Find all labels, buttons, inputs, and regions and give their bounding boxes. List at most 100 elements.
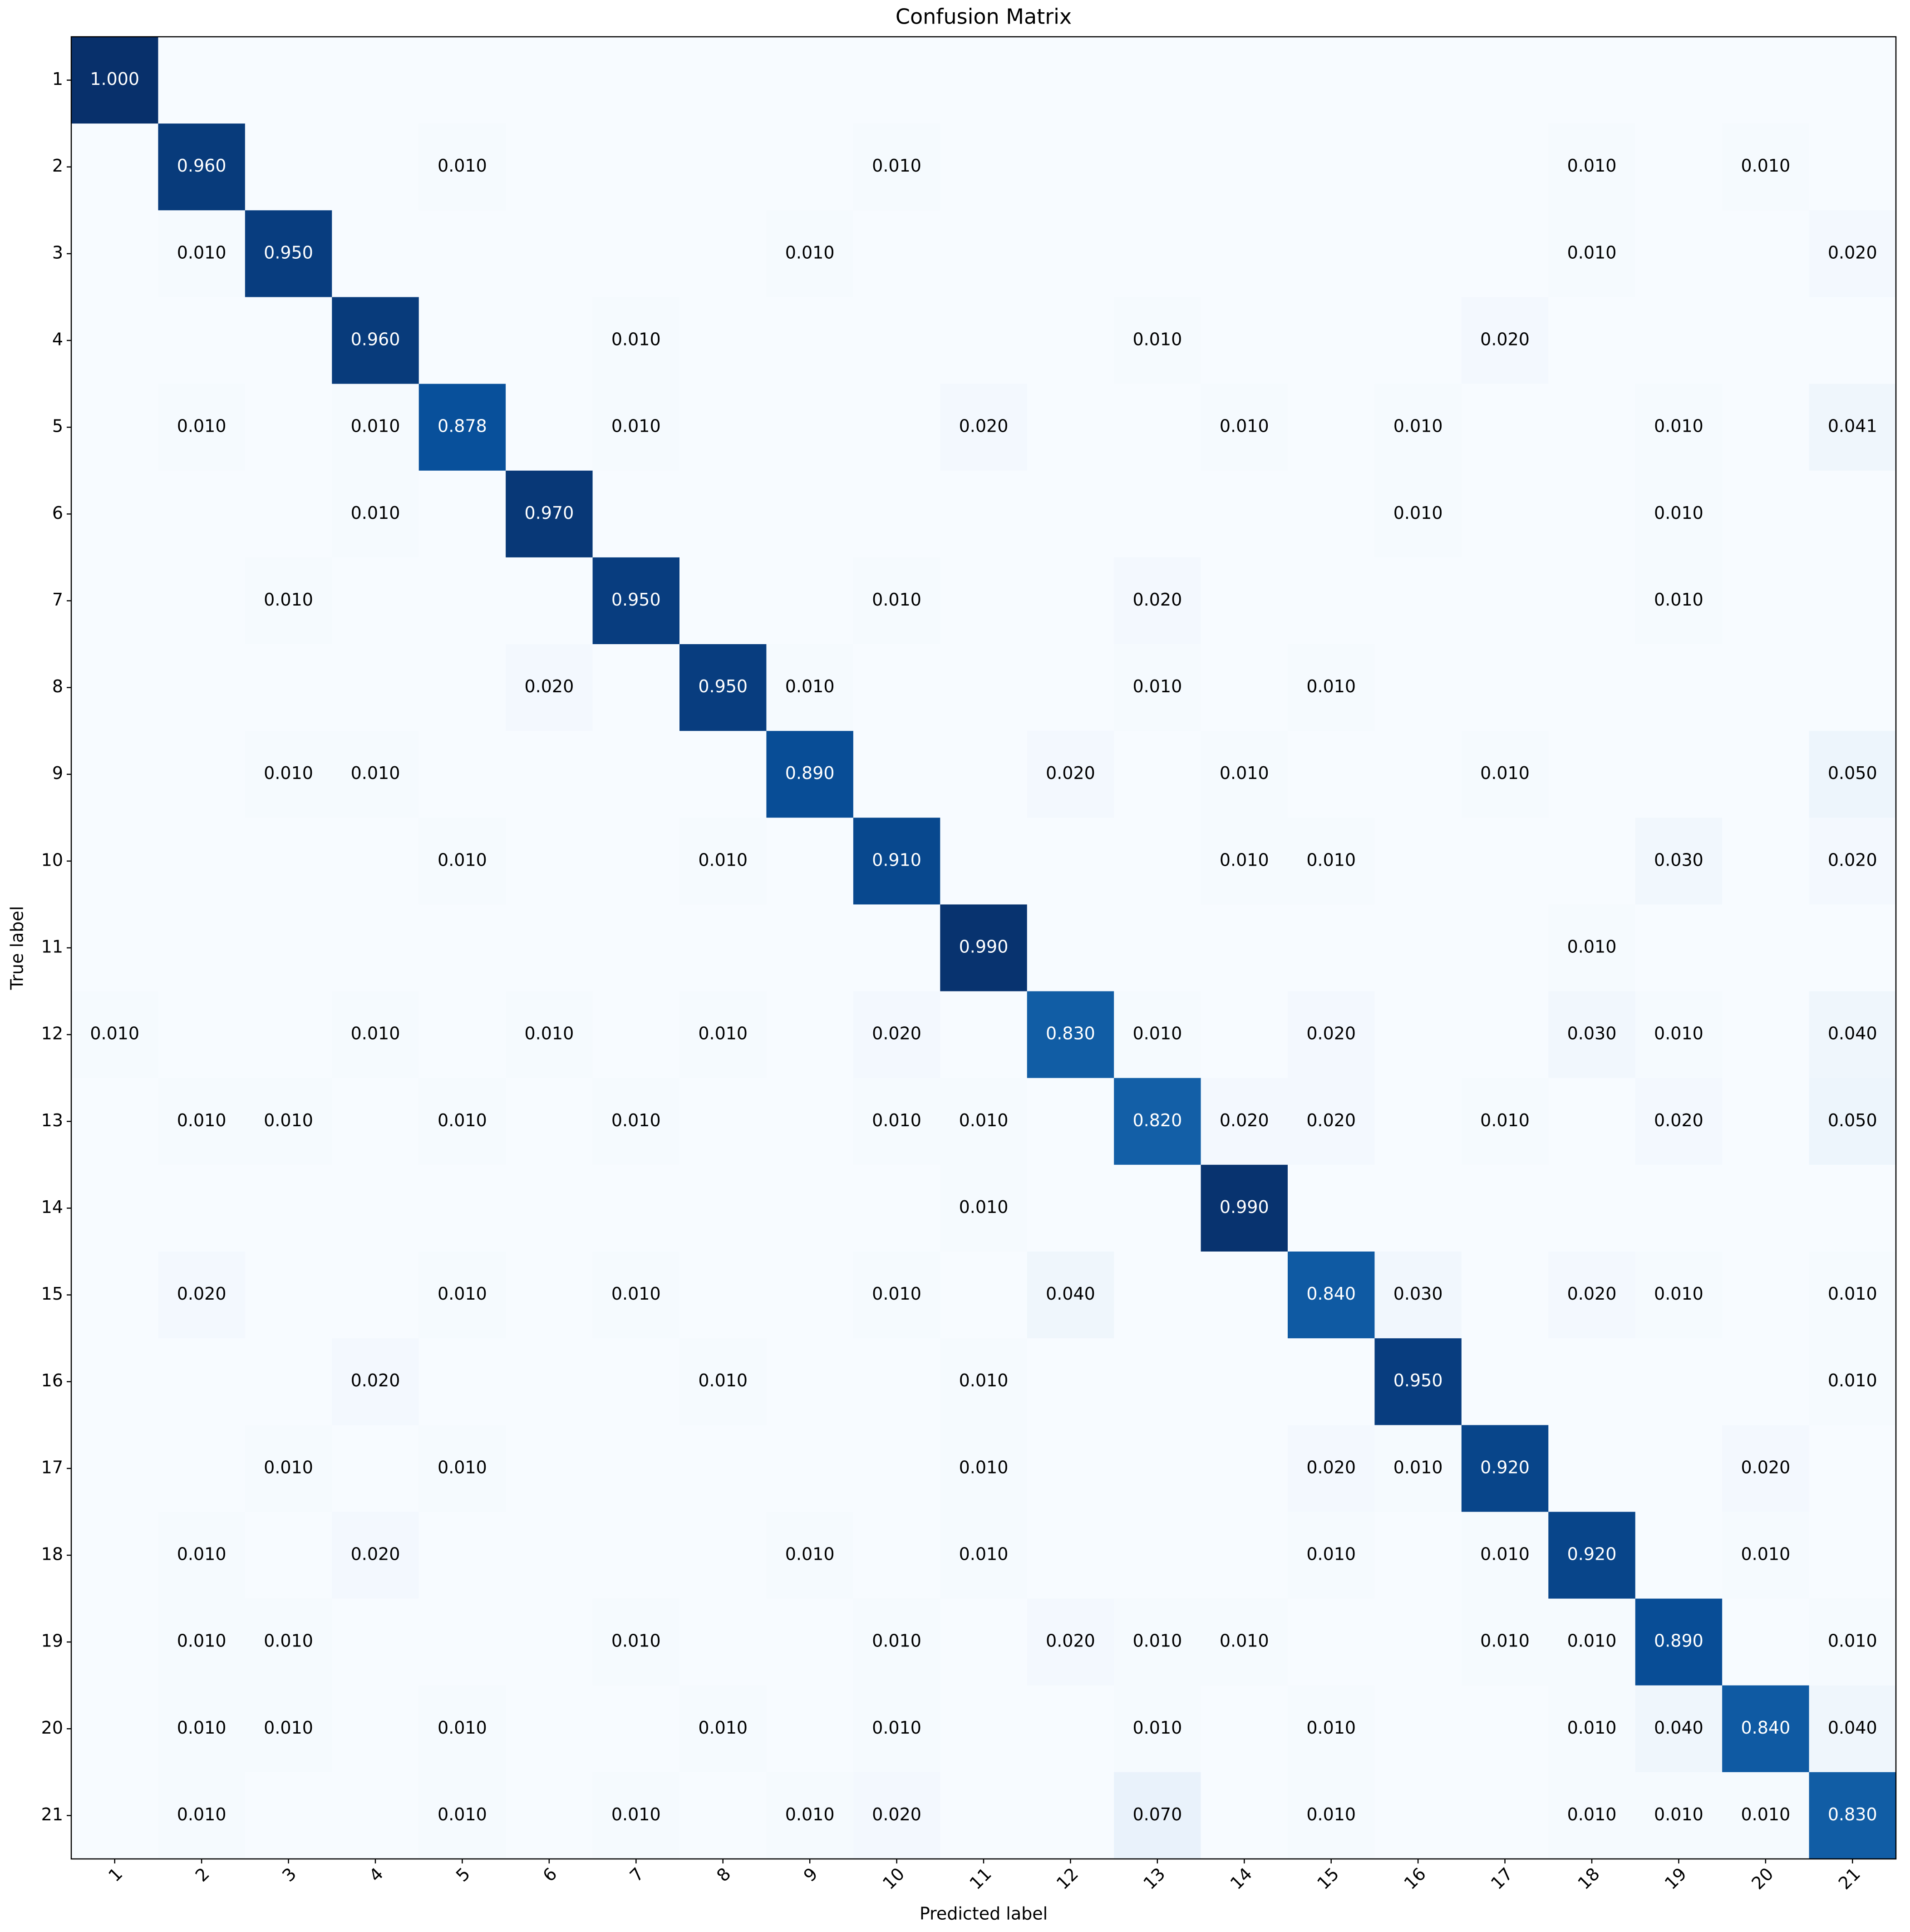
cell: [1635, 991, 1723, 1079]
cell: [245, 1338, 332, 1425]
cell-label: 0.020: [1132, 590, 1182, 610]
cell: [1114, 470, 1201, 558]
cell: [332, 731, 419, 818]
cell: [1722, 123, 1810, 211]
cell-label: 0.010: [785, 1804, 835, 1824]
y-tick-label: 7: [52, 590, 63, 610]
cell: [679, 991, 767, 1079]
cell-label: 0.010: [611, 1284, 661, 1304]
cell-label: 0.820: [1132, 1110, 1182, 1130]
cell: [158, 731, 246, 818]
cell: [158, 1685, 246, 1773]
cell-label: 0.050: [1828, 763, 1877, 783]
cell: [1809, 557, 1896, 645]
cell: [506, 731, 593, 818]
cell: [506, 1598, 593, 1686]
cell: [71, 123, 158, 211]
cell: [245, 470, 332, 558]
cell: [679, 37, 767, 124]
cell-label: 0.890: [785, 763, 835, 783]
cell: [1114, 1772, 1201, 1859]
cell: [1027, 557, 1114, 645]
cell: [1288, 123, 1375, 211]
cell: [1027, 1252, 1114, 1339]
cell: [506, 991, 593, 1079]
cell: [1548, 384, 1636, 471]
cell: [332, 557, 419, 645]
cell: [592, 37, 680, 124]
cell-label: 0.910: [872, 850, 921, 870]
cell: [245, 991, 332, 1079]
cell-label: 0.010: [1220, 763, 1269, 783]
x-axis-label: Predicted label: [920, 1904, 1048, 1924]
cell: [1114, 1252, 1201, 1339]
cell: [1548, 297, 1636, 384]
cell: [158, 210, 246, 297]
cell: [1374, 1512, 1462, 1599]
cell-label: 0.020: [351, 1544, 400, 1564]
cell-label: 0.840: [1306, 1284, 1356, 1304]
cell: [1461, 1252, 1549, 1339]
cell: [1635, 297, 1723, 384]
cell-label: 0.010: [177, 1631, 226, 1651]
cell: [1722, 1252, 1810, 1339]
cell: [245, 210, 332, 297]
cell: [506, 1164, 593, 1252]
cell: [1027, 1685, 1114, 1773]
cell-label: 0.020: [351, 1370, 400, 1390]
cell: [1722, 818, 1810, 905]
y-tick-label: 16: [41, 1370, 63, 1390]
cell-label: 0.010: [351, 503, 400, 523]
cell: [1722, 644, 1810, 731]
cell: [418, 1252, 506, 1339]
y-tick-label: 9: [52, 763, 63, 783]
cell-label: 0.010: [1567, 1804, 1617, 1824]
cell-label: 0.010: [611, 330, 661, 350]
cell: [1201, 1512, 1288, 1599]
cell-label: 0.020: [872, 1804, 921, 1824]
cell-label: 0.010: [1567, 242, 1617, 262]
y-tick-label: 5: [52, 416, 63, 436]
cell: [940, 37, 1028, 124]
cell: [766, 1252, 854, 1339]
cell: [332, 1512, 419, 1599]
cell: [853, 1164, 940, 1252]
cell: [1288, 1425, 1375, 1512]
cell: [332, 1685, 419, 1773]
cell-label: 0.010: [872, 590, 921, 610]
cell-label: 0.020: [1306, 1024, 1356, 1044]
cell: [1635, 557, 1723, 645]
cell-label: 0.010: [1480, 1544, 1530, 1564]
cell: [1809, 1078, 1896, 1165]
cell: [1374, 37, 1462, 124]
cell-label: 0.010: [1480, 1110, 1530, 1130]
cell-label: 0.020: [1480, 330, 1530, 350]
cell: [1288, 818, 1375, 905]
cell: [1288, 1512, 1375, 1599]
cell: [1461, 904, 1549, 992]
cell: [1461, 731, 1549, 818]
cell: [592, 1772, 680, 1859]
cell: [940, 1425, 1028, 1512]
cell-label: 0.010: [1567, 156, 1617, 176]
cell: [158, 1164, 246, 1252]
cell: [1027, 1512, 1114, 1599]
cell: [1201, 904, 1288, 992]
cell-label: 0.950: [698, 676, 748, 696]
cell-label: 0.010: [438, 1110, 487, 1130]
cell: [418, 557, 506, 645]
cell-label: 0.010: [785, 676, 835, 696]
cell-label: 0.010: [1220, 416, 1269, 436]
cell: [766, 644, 854, 731]
cell-label: 0.020: [1741, 1457, 1790, 1477]
cell-label: 0.010: [611, 1110, 661, 1130]
cell-label: 0.010: [90, 1024, 139, 1044]
cell-label: 0.010: [1306, 1544, 1356, 1564]
cell-label: 0.020: [1654, 1110, 1703, 1130]
cell: [1201, 991, 1288, 1079]
cell: [418, 991, 506, 1079]
cell-label: 0.960: [177, 156, 226, 176]
cell-label: 0.010: [1654, 590, 1703, 610]
cell: [853, 470, 940, 558]
y-tick-label: 14: [41, 1197, 63, 1217]
